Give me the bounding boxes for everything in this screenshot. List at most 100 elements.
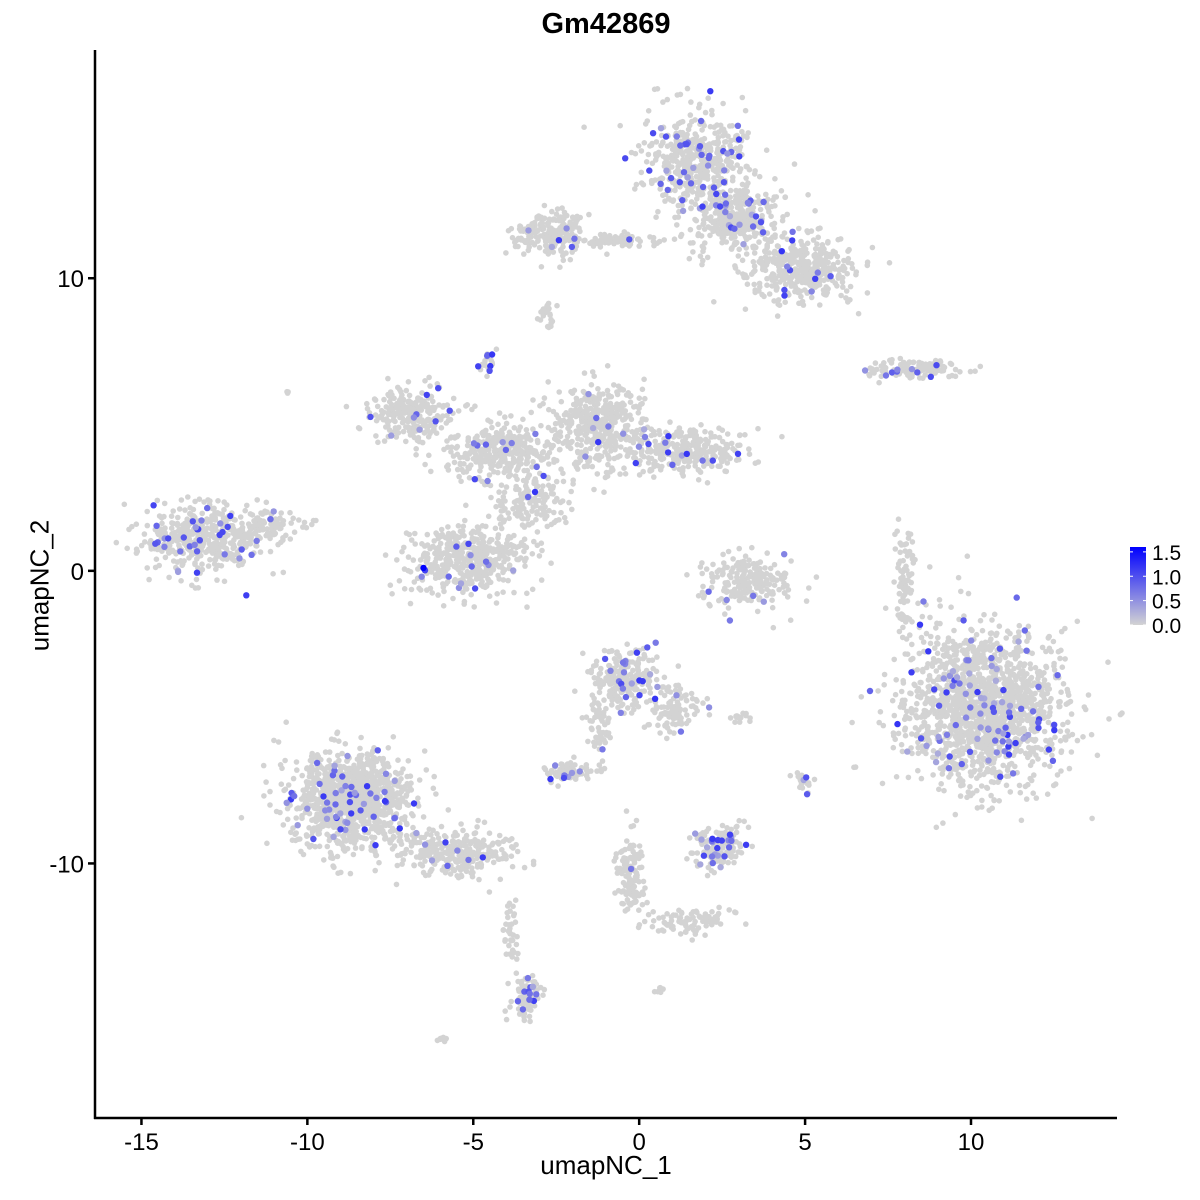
cell-point <box>448 434 455 440</box>
cell-point <box>763 147 770 153</box>
cell-point <box>443 534 450 540</box>
cell-point <box>287 536 294 542</box>
cell-point <box>538 540 545 546</box>
cell-point <box>978 783 985 789</box>
cell-point <box>485 513 492 520</box>
cell-point <box>746 579 753 586</box>
cell-point <box>928 633 934 640</box>
cell-point <box>655 208 661 215</box>
cell-point <box>708 214 714 220</box>
cell-point <box>592 396 599 403</box>
cell-point <box>940 367 947 374</box>
cell-point <box>546 461 552 467</box>
cell-point <box>488 494 494 501</box>
cell-point <box>671 442 677 449</box>
cell-point <box>812 262 819 269</box>
cell-point <box>215 498 221 504</box>
cell-point <box>736 168 743 175</box>
cell-point <box>189 582 195 589</box>
cell-point <box>468 530 475 537</box>
cell-point <box>932 357 939 364</box>
cell-point <box>538 512 545 518</box>
cell-point <box>159 520 165 527</box>
cell-point <box>849 261 855 267</box>
cell-point <box>239 561 245 568</box>
cell-point <box>272 518 279 525</box>
cell-point <box>303 524 310 531</box>
cell-point <box>653 139 660 145</box>
cell-point <box>700 583 706 590</box>
cell-point <box>918 679 924 686</box>
cell-point <box>766 209 772 215</box>
cell-point <box>440 603 447 609</box>
cell-point <box>528 409 534 416</box>
cell-point <box>749 544 755 551</box>
cell-point <box>419 439 426 446</box>
cell-point <box>909 731 915 737</box>
cell-point <box>902 732 909 739</box>
cell-point <box>144 522 151 529</box>
cell-point <box>618 404 625 411</box>
cell-point <box>560 470 566 477</box>
cell-point <box>725 605 732 611</box>
cell-point <box>372 397 379 403</box>
cell-point <box>817 247 824 253</box>
cell-point <box>493 346 500 353</box>
cell-point <box>696 179 702 186</box>
cell-point <box>730 174 736 181</box>
cell-point <box>170 558 177 564</box>
cell-point <box>540 400 546 407</box>
cell-point <box>556 389 562 395</box>
cell-point <box>510 455 517 462</box>
cell-point <box>915 767 921 774</box>
cell-point <box>555 228 562 234</box>
cell-point <box>574 213 580 220</box>
cell-point <box>709 574 715 580</box>
cell-point <box>591 373 597 380</box>
cell-point <box>124 545 130 552</box>
cell-point <box>704 441 711 447</box>
cell-point <box>644 448 651 455</box>
cell-point <box>450 453 457 459</box>
cell-point <box>160 528 167 534</box>
cell-point <box>804 250 810 256</box>
cell-point <box>515 508 522 514</box>
cell-point <box>419 390 425 396</box>
cell-point <box>657 448 663 454</box>
cell-point <box>716 597 722 604</box>
cell-point <box>403 387 410 394</box>
cell-point <box>791 161 798 167</box>
cell-point <box>946 373 952 380</box>
cell-point <box>783 252 790 258</box>
cell-point <box>736 545 742 552</box>
cell-point <box>203 549 209 556</box>
cell-point <box>702 109 709 116</box>
cell-point <box>505 542 512 549</box>
cell-point <box>834 253 841 260</box>
cell-point <box>800 243 807 249</box>
cell-point <box>296 517 302 523</box>
cell-point <box>763 191 769 198</box>
cell-point <box>832 280 839 287</box>
cell-point <box>113 539 120 546</box>
cell-point <box>635 143 642 149</box>
cell-point <box>725 548 732 555</box>
cell-point <box>742 432 748 438</box>
cell-point <box>400 428 407 435</box>
cell-point <box>531 498 537 504</box>
cell-point <box>957 369 963 375</box>
cell-point <box>762 249 768 255</box>
cell-point <box>1046 633 1052 640</box>
cell-point <box>280 569 287 576</box>
cell-point <box>728 246 735 252</box>
cell-point <box>162 554 169 561</box>
cell-point <box>558 246 564 253</box>
cell-point <box>806 275 813 281</box>
cell-point <box>630 439 637 446</box>
cell-point <box>391 395 397 402</box>
cell-point <box>526 244 532 250</box>
cell-point <box>401 566 408 572</box>
cell-point <box>529 586 536 593</box>
cell-point <box>533 516 539 523</box>
cell-point <box>932 370 938 376</box>
